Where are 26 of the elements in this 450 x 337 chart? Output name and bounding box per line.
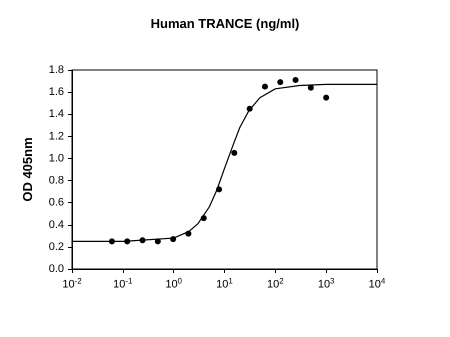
y-tick-label: 0.0 [48,263,64,275]
point [124,238,130,244]
point [323,94,330,101]
y-tick-label: 0.2 [48,240,64,253]
y-tick-label: 0.6 [48,196,64,209]
y-tick-label: 1.2 [48,130,64,142]
point [140,237,146,244]
y-axis-title: OD 405nm [20,137,35,202]
y-tick-label: 1.8 [48,64,64,76]
point [262,84,268,90]
point [246,106,253,112]
y-tick-label: 0.8 [48,174,64,187]
chart-title: Human TRANCE (ng/ml) [150,16,300,31]
point [185,230,192,237]
y-tick-label: 1.6 [48,86,64,98]
y-tick-label: 0.4 [48,218,64,231]
point [216,186,222,192]
point [200,215,207,222]
point [108,238,115,244]
y-tick-label: 1.4 [48,108,64,120]
point [292,76,299,83]
point [170,236,176,242]
point [277,79,284,86]
y-tick-label: 1.0 [48,152,64,164]
point [154,238,161,244]
point [231,150,238,156]
